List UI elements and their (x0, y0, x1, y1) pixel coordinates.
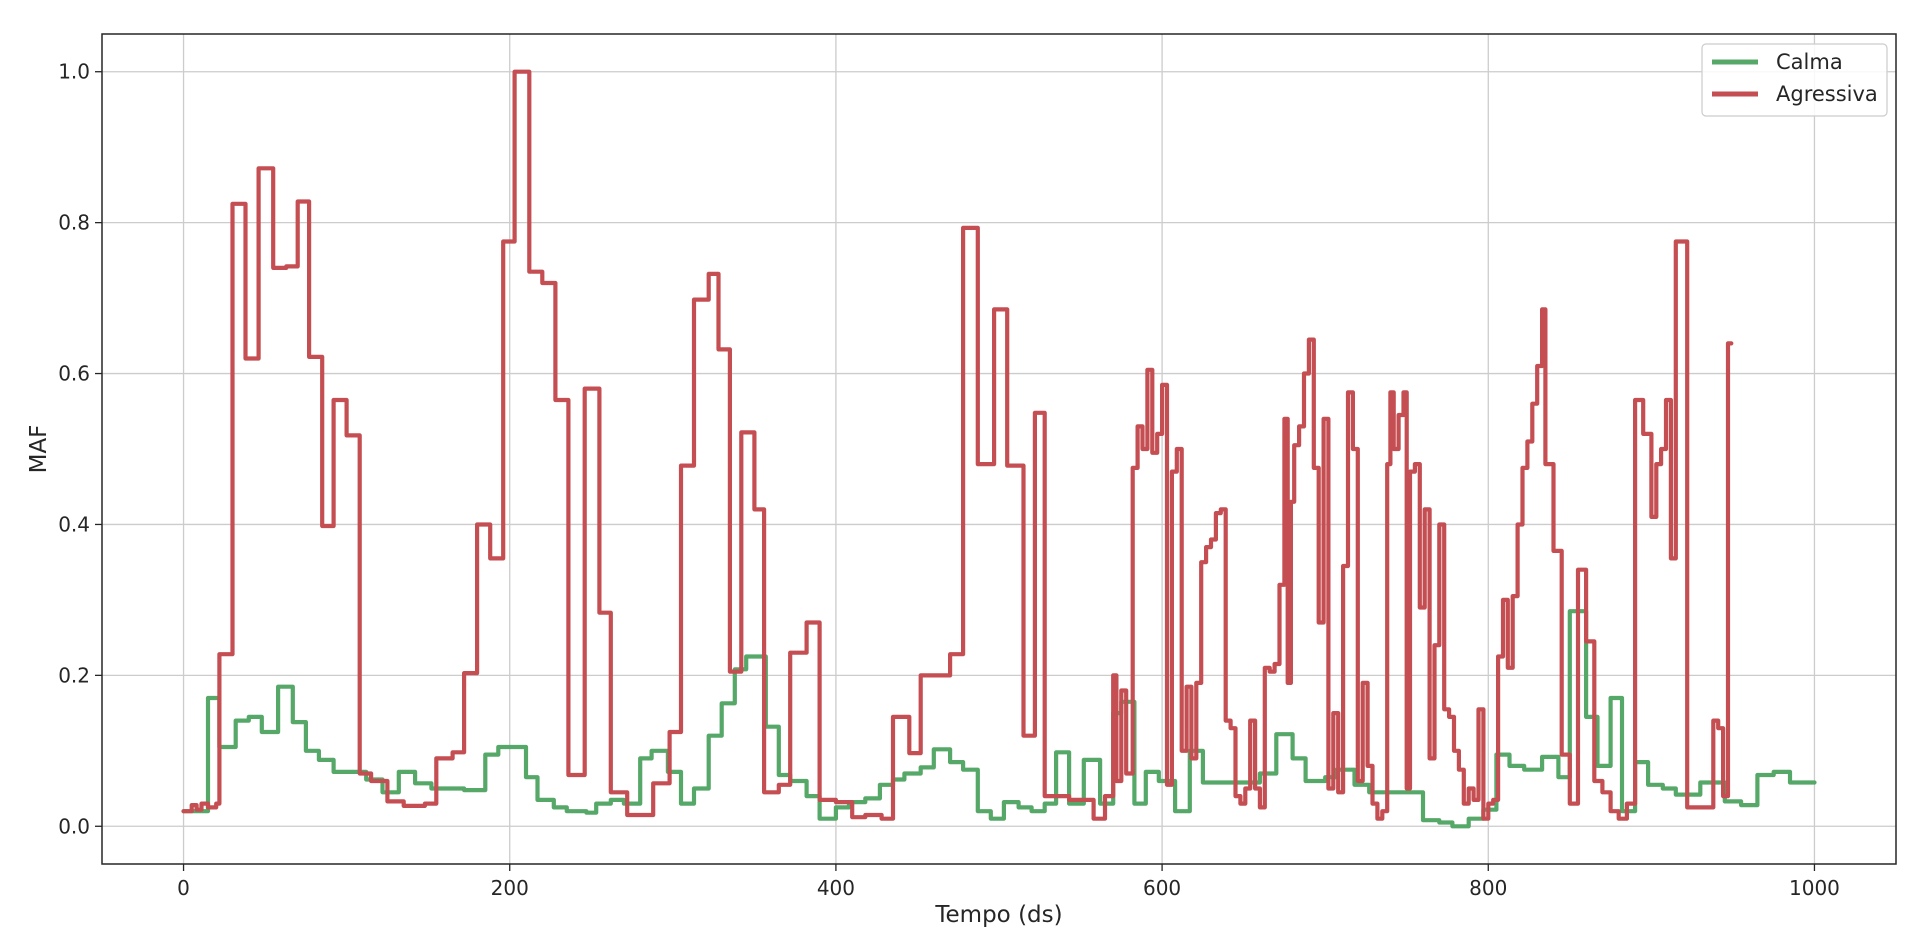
y-tick-label: 0.4 (58, 512, 90, 536)
legend-label-agressiva: Agressiva (1776, 82, 1878, 106)
x-tick-label: 400 (817, 876, 855, 900)
axis-ticks: 0 200 400 600 800 1000 0.0 0.2 0.4 0.6 0.8 1.0 (58, 60, 1840, 900)
y-axis-label: MAF (26, 425, 52, 474)
series-lines (181, 69, 1817, 829)
x-tick-label: 1000 (1789, 876, 1840, 900)
legend: Calma Agressiva (1701, 43, 1888, 117)
y-tick-label: 0.0 (58, 814, 90, 838)
grid-lines (102, 34, 1896, 864)
y-tick-label: 0.2 (58, 663, 90, 687)
y-tick-label: 0.6 (58, 362, 90, 386)
y-tick-label: 0.8 (58, 211, 90, 235)
series-line-agressiva (181, 69, 1734, 821)
legend-label-calma: Calma (1776, 50, 1843, 74)
x-tick-label: 0 (177, 876, 190, 900)
y-tick-label: 1.0 (58, 60, 90, 84)
plot-frame (101, 33, 1897, 865)
x-axis-label: Tempo (ds) (934, 902, 1062, 928)
x-tick-label: 800 (1469, 876, 1507, 900)
series-line-calma (181, 609, 1817, 829)
x-tick-label: 200 (491, 876, 529, 900)
x-tick-label: 600 (1143, 876, 1181, 900)
